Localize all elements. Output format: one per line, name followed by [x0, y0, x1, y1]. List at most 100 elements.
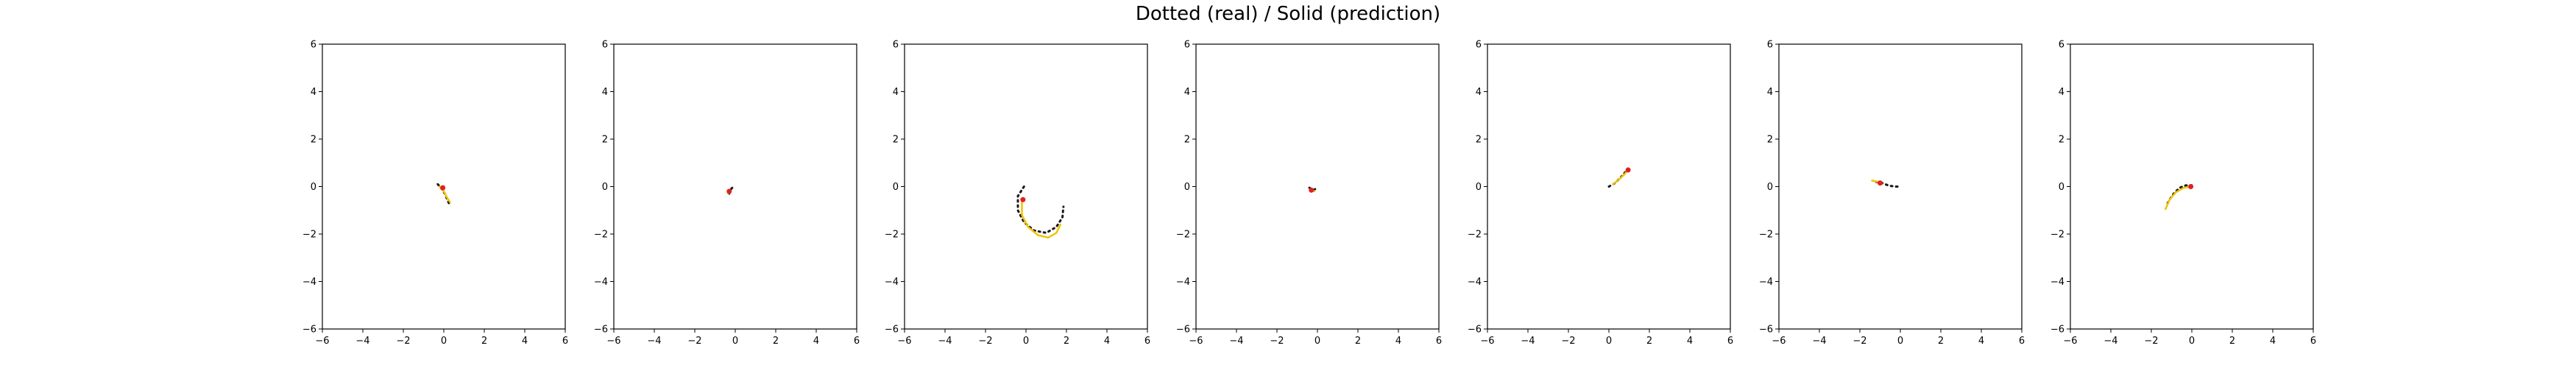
y-tick-label: −4 — [2050, 277, 2064, 288]
x-tick-label: 4 — [1104, 336, 1110, 347]
x-tick-label: −4 — [355, 336, 369, 347]
panel-2: −6 −4 −2 0 2 4 6 −6 −4 −2 0 2 4 6 — [594, 40, 860, 347]
x-tick-label: 0 — [732, 336, 738, 347]
y-tick-label: −2 — [2050, 230, 2064, 241]
x-tick-label: −4 — [647, 336, 661, 347]
y-tick-label: −4 — [302, 277, 316, 288]
x-tick-label: 2 — [481, 336, 487, 347]
y-tick-label: −6 — [594, 325, 608, 336]
y-tick-label: 0 — [1476, 182, 1482, 193]
x-tick-label: 2 — [1064, 336, 1069, 347]
y-tick-label: −2 — [1759, 230, 1773, 241]
y-tick-label: 0 — [893, 182, 899, 193]
x-tick-label: 6 — [2310, 336, 2316, 347]
x-tick-label: 0 — [2189, 336, 2195, 347]
predicted-trajectory — [1021, 199, 1062, 239]
panel-5: −6 −4 −2 0 2 4 6 −6 −4 −2 0 2 4 6 — [1468, 40, 1733, 347]
x-tick-label: 4 — [1395, 336, 1401, 347]
x-tick-label: −6 — [2063, 336, 2077, 347]
endpoint-marker — [440, 185, 446, 191]
x-tick-label: 6 — [1436, 336, 1442, 347]
panel-1: −6 −4 −2 0 2 4 6 −6 −4 −2 0 2 4 6 — [302, 40, 568, 347]
y-tick-label: 4 — [602, 87, 608, 98]
y-tick-label: 6 — [1476, 40, 1482, 51]
y-tick-label: −2 — [594, 230, 608, 241]
x-tick-label: 0 — [441, 336, 447, 347]
x-tick-label: 6 — [1144, 336, 1150, 347]
x-tick-label: 2 — [2229, 336, 2235, 347]
y-tick-label: 0 — [1184, 182, 1190, 193]
y-tick-label: 2 — [1767, 135, 1773, 146]
x-tick-label: −4 — [1229, 336, 1243, 347]
endpoint-marker — [2188, 184, 2194, 189]
predicted-trajectory — [1612, 169, 1630, 185]
y-tick-label: −6 — [885, 325, 899, 336]
y-tick-label: 4 — [1184, 87, 1190, 98]
y-tick-label: 0 — [1767, 182, 1773, 193]
x-tick-label: −6 — [1480, 336, 1494, 347]
y-tick-label: 0 — [311, 182, 316, 193]
y-tick-label: 4 — [893, 87, 899, 98]
x-tick-label: 6 — [854, 336, 860, 347]
y-tick-label: 4 — [1476, 87, 1482, 98]
y-tick-label: −6 — [1176, 325, 1190, 336]
y-tick-label: 6 — [311, 40, 316, 51]
axes-frame — [613, 43, 857, 330]
x-tick-label: −2 — [687, 336, 701, 347]
panel-3: −6 −4 −2 0 2 4 6 −6 −4 −2 0 2 4 6 — [885, 40, 1150, 347]
y-tick-label: −4 — [1759, 277, 1773, 288]
y-tick-label: 4 — [2059, 87, 2064, 98]
x-tick-label: 4 — [2270, 336, 2276, 347]
y-tick-label: 6 — [2059, 40, 2064, 51]
x-tick-label: 2 — [1938, 336, 1944, 347]
x-tick-label: −4 — [2103, 336, 2117, 347]
y-tick-label: 2 — [2059, 135, 2064, 146]
real-trajectory — [1607, 167, 1630, 188]
endpoint-marker — [1309, 187, 1314, 193]
x-tick-label: −2 — [978, 336, 992, 347]
y-tick-label: 6 — [1767, 40, 1773, 51]
figure-title: Dotted (real) / Solid (prediction) — [1135, 3, 1441, 25]
x-tick-label: 6 — [2019, 336, 2025, 347]
axes-frame — [904, 43, 1148, 330]
y-tick-label: −2 — [885, 230, 899, 241]
y-tick-label: 2 — [1184, 135, 1190, 146]
y-tick-label: 4 — [311, 87, 316, 98]
x-tick-label: −2 — [1270, 336, 1284, 347]
x-tick-label: −6 — [1189, 336, 1203, 347]
y-tick-label: 2 — [893, 135, 899, 146]
panel-4: −6 −4 −2 0 2 4 6 −6 −4 −2 0 2 4 6 — [1176, 40, 1442, 347]
x-tick-label: −4 — [938, 336, 952, 347]
y-tick-label: −2 — [1176, 230, 1190, 241]
endpoint-marker — [726, 188, 732, 194]
endpoint-marker — [1020, 197, 1026, 202]
panel-6: −6 −4 −2 0 2 4 6 −6 −4 −2 0 2 4 6 — [1759, 40, 2025, 347]
y-tick-label: 2 — [602, 135, 608, 146]
x-tick-label: 0 — [1314, 336, 1320, 347]
real-trajectory — [2165, 184, 2193, 207]
panel-7: −6 −4 −2 0 2 4 6 −6 −4 −2 0 2 4 6 — [2050, 40, 2316, 347]
x-tick-label: −6 — [315, 336, 329, 347]
x-tick-label: 4 — [1978, 336, 1984, 347]
y-tick-label: 6 — [1184, 40, 1190, 51]
axes-frame — [1195, 43, 1440, 330]
x-tick-label: −6 — [606, 336, 620, 347]
x-tick-label: 6 — [1727, 336, 1733, 347]
endpoint-marker — [1878, 180, 1883, 186]
y-tick-label: 4 — [1767, 87, 1773, 98]
y-tick-label: −6 — [1468, 325, 1482, 336]
y-tick-label: −2 — [1468, 230, 1482, 241]
y-tick-label: −4 — [1468, 277, 1482, 288]
real-trajectory — [1016, 185, 1065, 234]
x-tick-label: −2 — [1561, 336, 1575, 347]
x-tick-label: 2 — [1646, 336, 1652, 347]
x-tick-label: 2 — [773, 336, 779, 347]
x-tick-label: −4 — [1812, 336, 1826, 347]
x-tick-label: −6 — [897, 336, 911, 347]
y-tick-label: 6 — [602, 40, 608, 51]
x-tick-label: 4 — [1687, 336, 1693, 347]
y-tick-label: 6 — [893, 40, 899, 51]
y-tick-label: −6 — [1759, 325, 1773, 336]
y-tick-label: 0 — [2059, 182, 2064, 193]
